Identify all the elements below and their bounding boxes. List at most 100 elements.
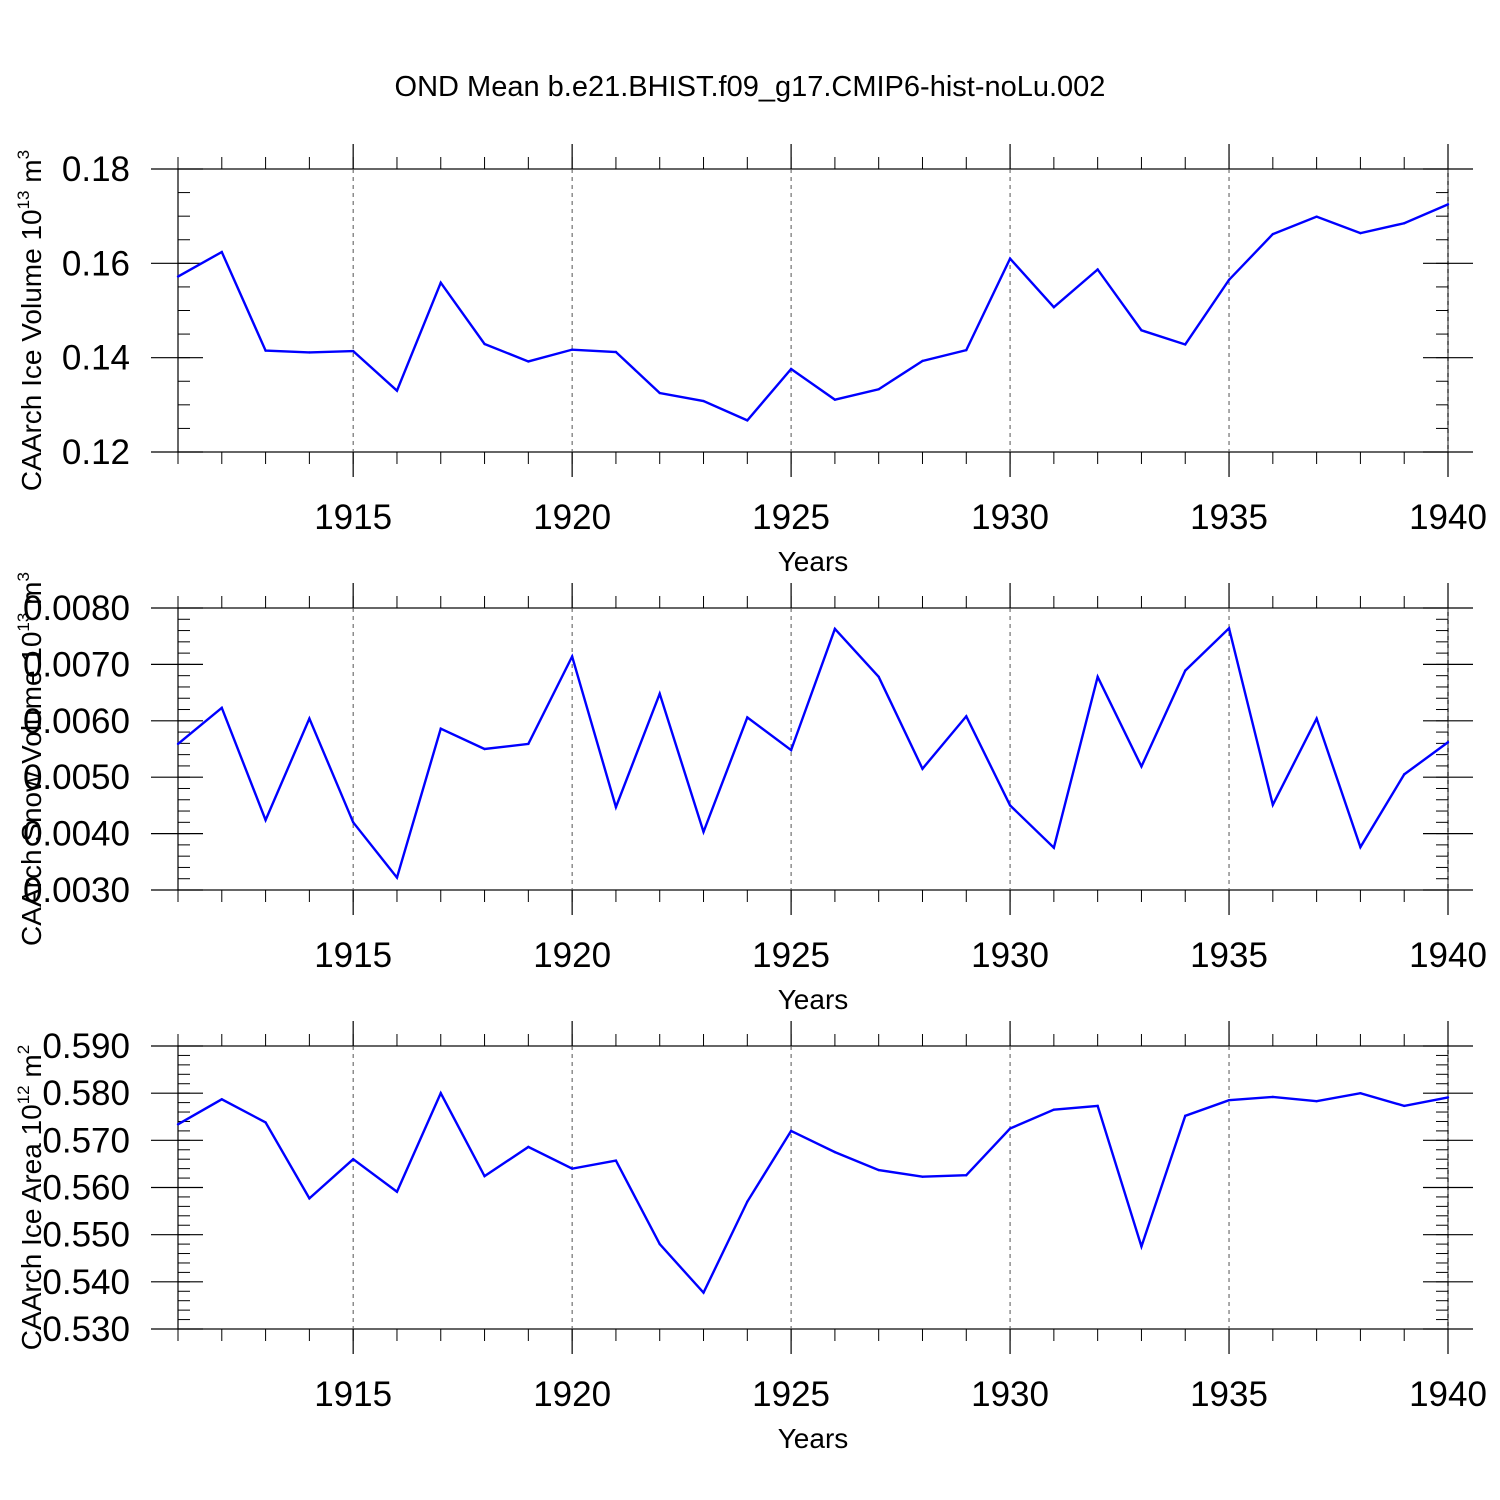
plot-frame: [177, 168, 1449, 453]
x-tick-label: 1930: [971, 936, 1049, 975]
x-tick-label: 1925: [752, 498, 830, 537]
y-tick-label: 0.0070: [23, 645, 130, 684]
data-point: [176, 1123, 180, 1126]
data-point: [439, 727, 442, 730]
x-tick-label: 1930: [971, 1375, 1049, 1414]
x-tick-label: 1935: [1190, 498, 1268, 537]
y-axis-title-text: CAArch Snow Volume 10: [16, 632, 47, 946]
data-point: [395, 1190, 399, 1193]
y-tick-label: 0.580: [42, 1074, 130, 1113]
data-point: [527, 360, 530, 363]
data-point: [658, 391, 661, 395]
data-point: [1140, 765, 1143, 768]
y-tick-label: 0.0080: [23, 589, 130, 628]
data-point: [702, 1291, 705, 1294]
x-tick-label: 1940: [1409, 936, 1487, 975]
data-point: [702, 399, 705, 403]
x-tick-label: 1920: [533, 936, 611, 975]
data-point: [658, 692, 661, 695]
x-tick-label: 1940: [1409, 498, 1487, 537]
data-point: [1140, 1245, 1143, 1248]
data-point: [614, 350, 618, 354]
y-axis-title-text: CAArch Ice Area 10: [16, 1104, 47, 1350]
series-line: [177, 625, 1449, 881]
data-point: [570, 655, 574, 658]
data-point: [264, 1121, 267, 1124]
y-axis-title-superscript: 3: [14, 572, 33, 581]
data-point: [746, 1200, 749, 1203]
data-point: [965, 715, 968, 718]
data-point: [308, 1197, 311, 1200]
data-point: [395, 389, 399, 392]
data-point: [351, 349, 355, 353]
data-point: [176, 742, 180, 746]
data-point: [1096, 268, 1099, 271]
data-point: [789, 367, 793, 371]
data-point: [220, 706, 223, 710]
y-axis-title: CAArch Snow Volume 1013 m3: [14, 572, 47, 946]
data-point: [483, 1174, 486, 1178]
data-point: [1096, 1104, 1099, 1108]
data-point: [570, 1167, 574, 1170]
y-tick-label: 0.540: [42, 1263, 130, 1302]
y-tick-label: 0.14: [62, 339, 130, 378]
data-point: [746, 419, 749, 422]
y-tick-label: 0.590: [42, 1027, 130, 1066]
data-point: [1140, 329, 1143, 332]
data-point: [1446, 741, 1450, 744]
data-point: [220, 250, 223, 254]
data-point: [789, 1129, 793, 1133]
y-tick-label: 0.0060: [23, 702, 130, 741]
figure-title: OND Mean b.e21.BHIST.f09_g17.CMIP6-hist-…: [395, 71, 1106, 103]
x-axis-title: Years: [778, 1423, 849, 1454]
data-point: [483, 747, 486, 751]
y-tick-label: 0.18: [62, 150, 130, 189]
y-axis-title: CAArch Ice Area 1012 m2: [14, 1045, 47, 1350]
data-point: [1446, 1096, 1450, 1099]
data-point: [833, 627, 837, 631]
x-tick-label: 1925: [752, 1375, 830, 1414]
data-point: [1184, 669, 1187, 672]
x-tick-label: 1920: [533, 498, 611, 537]
y-tick-label: 0.12: [62, 433, 130, 472]
data-point: [1008, 804, 1012, 807]
data-point: [965, 1174, 968, 1177]
data-point: [439, 281, 442, 284]
data-point: [220, 1098, 223, 1101]
data-point: [1227, 278, 1231, 282]
data-point: [1052, 846, 1056, 849]
y-axis-title-unit: m: [16, 1054, 47, 1085]
data-point: [877, 1168, 880, 1172]
y-tick-label: 0.0030: [23, 871, 130, 910]
x-tick-label: 1935: [1190, 936, 1268, 975]
data-point: [833, 398, 837, 401]
data-point: [483, 342, 486, 346]
x-axis-title: Years: [778, 546, 849, 577]
chart-panel-1: 1915 1920 1925 1930 1935 1940 0.12 0.14 0.16 0.18…: [14, 144, 1487, 577]
y-tick-label: 0.530: [42, 1310, 130, 1349]
plot-panels: 1915 1920 1925 1930 1935 1940 0.12 0.14 0.16 0.18…: [14, 144, 1487, 1454]
data-point: [1403, 773, 1406, 776]
data-point: [614, 805, 618, 809]
data-point: [965, 348, 968, 352]
data-point: [308, 717, 311, 720]
data-point: [877, 388, 880, 391]
data-point: [1403, 222, 1406, 225]
y-axis-title-superscript: 3: [14, 150, 33, 159]
y-axis-title-unit: m: [16, 582, 47, 613]
data-point: [877, 675, 880, 679]
data-point: [746, 716, 749, 719]
x-tick-label: 1920: [533, 1375, 611, 1414]
data-point: [527, 1145, 530, 1149]
data-point: [1008, 1127, 1012, 1130]
data-point: [1403, 1104, 1406, 1108]
data-point: [1227, 627, 1231, 630]
data-point: [1227, 1099, 1231, 1102]
y-axis-title-unit: m: [16, 159, 47, 190]
data-point: [1184, 1114, 1187, 1118]
data-point: [1359, 845, 1362, 849]
data-point: [833, 1150, 837, 1154]
data-point: [921, 767, 924, 770]
y-tick-label: 0.550: [42, 1216, 130, 1255]
data-point: [1008, 257, 1012, 260]
